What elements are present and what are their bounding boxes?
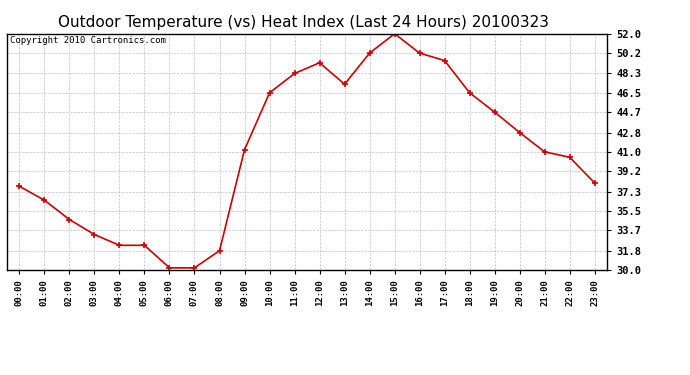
Text: Copyright 2010 Cartronics.com: Copyright 2010 Cartronics.com [10, 36, 166, 45]
Text: Outdoor Temperature (vs) Heat Index (Last 24 Hours) 20100323: Outdoor Temperature (vs) Heat Index (Las… [58, 15, 549, 30]
